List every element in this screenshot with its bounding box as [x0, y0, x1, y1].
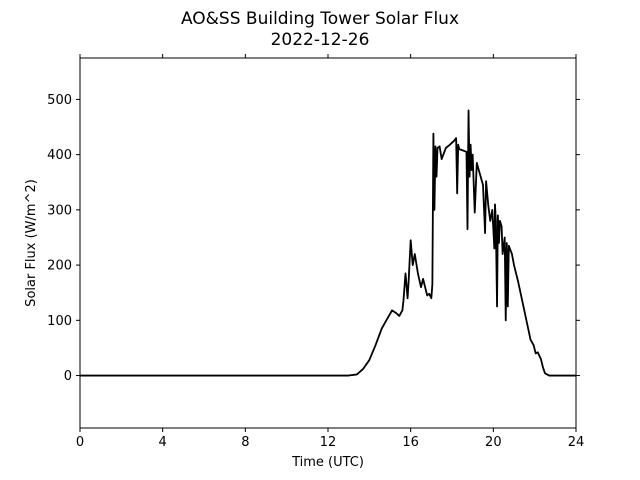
- x-tick-label: 12: [320, 435, 337, 450]
- y-tick-label: 500: [47, 93, 72, 108]
- y-tick-label: 0: [64, 369, 72, 384]
- x-tick-label: 8: [241, 435, 249, 450]
- y-axis-ticks: 0 100 200 300 400 500: [47, 93, 580, 384]
- series-line-0: [80, 109, 576, 377]
- y-tick-label: 100: [47, 314, 72, 329]
- x-tick-label: 24: [568, 435, 585, 450]
- x-tick-label: 20: [485, 435, 502, 450]
- plot-area: [79, 57, 577, 429]
- y-tick-label: 200: [47, 259, 72, 274]
- x-axis-ticks: 0 4 8 12 16 20 24: [76, 54, 584, 450]
- chart-title: AO&SS Building Tower Solar Flux: [181, 9, 459, 29]
- y-tick-label: 300: [47, 203, 72, 218]
- x-tick-label: 16: [402, 435, 419, 450]
- y-axis-label: Solar Flux (W/m^2): [24, 179, 39, 307]
- x-axis-label: Time (UTC): [291, 455, 364, 470]
- x-tick-label: 0: [76, 435, 84, 450]
- y-tick-label: 400: [47, 148, 72, 163]
- chart-subtitle: 2022-12-26: [271, 30, 370, 50]
- x-tick-label: 4: [159, 435, 167, 450]
